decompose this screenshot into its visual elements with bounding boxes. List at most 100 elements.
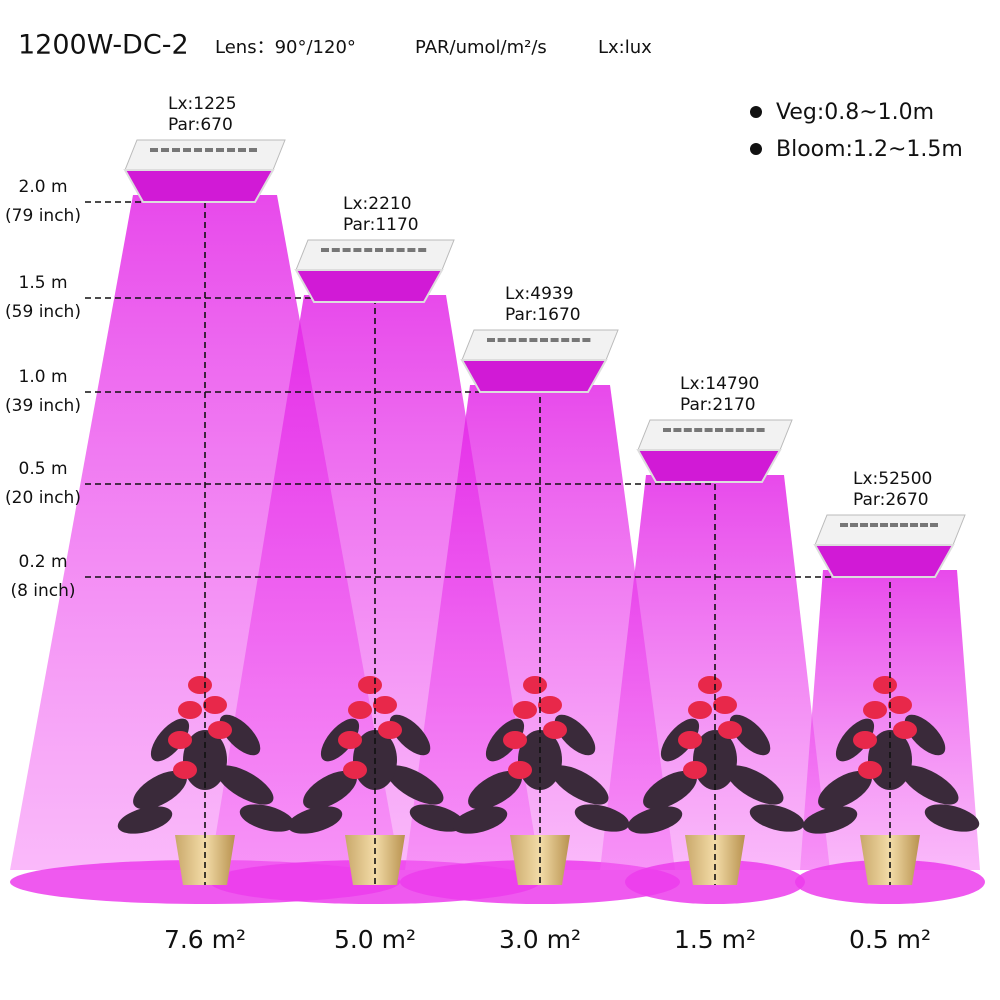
lamp-vent bbox=[694, 428, 703, 432]
leaf bbox=[729, 714, 771, 756]
leaf bbox=[386, 765, 444, 805]
lamp-vent bbox=[342, 248, 351, 252]
lamp-vent bbox=[735, 428, 744, 432]
flower bbox=[503, 731, 527, 749]
led-panel bbox=[636, 449, 782, 483]
lux-value: Lx:52500 bbox=[853, 469, 932, 489]
leaf bbox=[749, 804, 805, 832]
lamp-vent bbox=[150, 148, 158, 152]
lamp-vent bbox=[910, 523, 918, 527]
leaf bbox=[287, 806, 343, 834]
flower bbox=[378, 721, 402, 739]
lamp bbox=[460, 329, 619, 393]
flower bbox=[358, 676, 382, 694]
lamp-vent bbox=[418, 248, 427, 252]
lamp-vent bbox=[756, 428, 765, 432]
flower bbox=[713, 696, 737, 714]
height-meters: 0.5 m bbox=[19, 459, 68, 479]
lamp-vent bbox=[375, 248, 383, 252]
plant bbox=[802, 676, 980, 885]
leaf bbox=[904, 714, 946, 756]
flower bbox=[873, 676, 897, 694]
flower bbox=[893, 721, 917, 739]
leaf bbox=[452, 806, 508, 834]
lamp-vent bbox=[238, 148, 246, 152]
flower bbox=[543, 721, 567, 739]
height-inches: (8 inch) bbox=[10, 581, 75, 601]
flower bbox=[188, 676, 212, 694]
leaf bbox=[303, 770, 357, 810]
height-meters: 1.5 m bbox=[19, 273, 68, 293]
flower bbox=[178, 701, 202, 719]
lamp-vent bbox=[930, 523, 938, 527]
height-inches: (39 inch) bbox=[5, 396, 81, 416]
leaf bbox=[409, 804, 465, 832]
led-panel bbox=[813, 544, 955, 578]
lamp-vent bbox=[920, 523, 928, 527]
leaf bbox=[643, 770, 697, 810]
light-beam bbox=[600, 475, 830, 870]
flower bbox=[853, 731, 877, 749]
par-unit: PAR/umol/m²/s bbox=[415, 37, 547, 58]
lamp-vent bbox=[561, 338, 570, 342]
lux-value: Lx:14790 bbox=[680, 374, 759, 394]
lamp-body bbox=[461, 329, 619, 361]
coverage-area: 0.5 m² bbox=[849, 925, 931, 954]
led-panel bbox=[460, 359, 608, 393]
par-value: Par:2670 bbox=[853, 490, 929, 510]
lamp-vent bbox=[663, 428, 671, 432]
lux-value: Lx:1225 bbox=[168, 94, 237, 114]
lamp-body bbox=[124, 139, 286, 171]
lamp-vent bbox=[161, 148, 169, 152]
flower bbox=[858, 761, 882, 779]
lamp-vent bbox=[216, 148, 224, 152]
flower bbox=[538, 696, 562, 714]
leaf bbox=[818, 770, 872, 810]
leaf bbox=[133, 770, 187, 810]
height-meters: 0.2 m bbox=[19, 552, 68, 572]
lamps bbox=[123, 139, 966, 578]
lamp-vent bbox=[582, 338, 591, 342]
lamp bbox=[813, 514, 966, 578]
coverage-area: 3.0 m² bbox=[499, 925, 581, 954]
coverage-area: 7.6 m² bbox=[164, 925, 246, 954]
flower bbox=[173, 761, 197, 779]
flower bbox=[203, 696, 227, 714]
leaf bbox=[901, 765, 959, 805]
lamp-vent bbox=[860, 523, 868, 527]
lamp-vent bbox=[850, 523, 858, 527]
lamp-vent bbox=[249, 148, 257, 152]
coverage-area: 1.5 m² bbox=[674, 925, 756, 954]
leaf bbox=[219, 714, 261, 756]
lamp-vent bbox=[715, 428, 723, 432]
flower bbox=[343, 761, 367, 779]
flower bbox=[208, 721, 232, 739]
flower bbox=[523, 676, 547, 694]
lamp-vent bbox=[331, 248, 340, 252]
leaf bbox=[924, 804, 980, 832]
lamp-vent bbox=[396, 248, 405, 252]
leaf bbox=[468, 770, 522, 810]
lamp-vent bbox=[508, 338, 517, 342]
lens-info: Lens：90°/120° bbox=[215, 37, 356, 58]
leaf bbox=[726, 765, 784, 805]
leaf bbox=[802, 806, 858, 834]
lamp bbox=[123, 139, 286, 203]
lamp-body bbox=[814, 514, 966, 546]
flower bbox=[718, 721, 742, 739]
lamp-vent bbox=[227, 148, 235, 152]
coverage-area: 5.0 m² bbox=[334, 925, 416, 954]
plant bbox=[117, 676, 295, 885]
lamp-vent bbox=[673, 428, 682, 432]
legend-dot bbox=[750, 106, 762, 118]
lamp-vent bbox=[487, 338, 495, 342]
legend-label: Veg:0.8~1.0m bbox=[776, 100, 934, 125]
leaf bbox=[239, 804, 295, 832]
lamp-vent bbox=[353, 248, 362, 252]
leaf bbox=[574, 804, 630, 832]
height-inches: (20 inch) bbox=[5, 488, 81, 508]
par-value: Par:2170 bbox=[680, 395, 756, 415]
lamp-vent bbox=[205, 148, 213, 152]
